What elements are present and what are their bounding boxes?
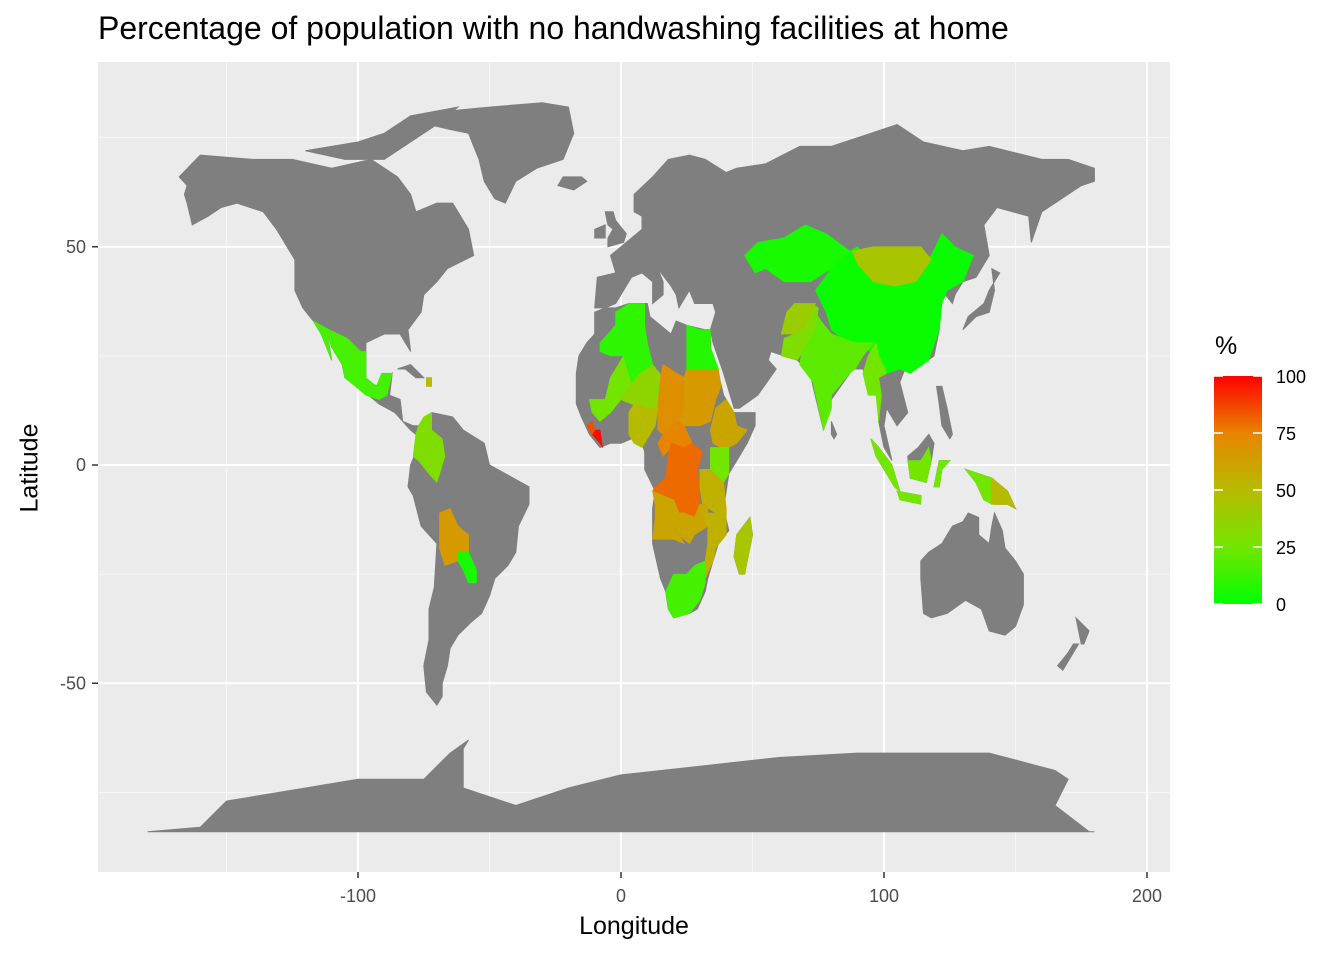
- uk-landmass: [604, 211, 627, 248]
- region-madagascar: [733, 516, 753, 575]
- antarctica-landmass: [147, 739, 1095, 833]
- data-regions: [312, 224, 1017, 619]
- y-axis-label: Latitude: [15, 423, 44, 513]
- legend-ticks: 0 25 50 75 100: [1214, 367, 1306, 615]
- new-zealand-south-landmass: [1056, 643, 1080, 671]
- japan-landmass: [962, 267, 1001, 331]
- region-nigeria: [628, 403, 659, 449]
- greenland-landmass: [427, 102, 575, 204]
- region-egypt: [686, 324, 719, 370]
- legend-tick-label: 100: [1276, 367, 1306, 387]
- region-mexico: [312, 319, 393, 400]
- region-indonesia-java: [896, 490, 922, 505]
- legend-tick-label: 0: [1276, 595, 1286, 615]
- region-mozambique: [701, 507, 727, 579]
- y-tick-label: -50: [60, 673, 86, 693]
- region-south-africa: [665, 560, 706, 619]
- cuba-landmass: [397, 364, 426, 379]
- region-indonesia-papua: [964, 468, 993, 505]
- region-mongolia: [851, 246, 932, 287]
- region-sierra-leone: [586, 420, 596, 436]
- x-tick-label: 200: [1132, 886, 1162, 906]
- australia-landmass: [920, 511, 1024, 636]
- y-tick-label: 0: [76, 455, 86, 475]
- legend-tick-label: 75: [1276, 424, 1296, 444]
- region-ethiopia: [709, 398, 748, 448]
- iceland-landmass: [557, 176, 588, 191]
- x-tick-label: 0: [616, 886, 626, 906]
- region-angola: [652, 490, 686, 545]
- region-kazakhstan: [744, 224, 851, 283]
- sri-lanka-landmass: [830, 421, 838, 440]
- region-indonesia-borneo: [907, 446, 932, 483]
- legend-tick-label: 50: [1276, 481, 1296, 501]
- region-colombia: [412, 411, 446, 484]
- ireland-landmass: [594, 224, 606, 239]
- region-indonesia-sumatra: [870, 438, 901, 493]
- region-haiti: [426, 377, 432, 387]
- x-axis-ticks: -100 0 100 200: [340, 872, 1162, 906]
- north-america-landmass: [178, 154, 475, 436]
- legend-title: %: [1215, 332, 1238, 360]
- region-paraguay: [457, 551, 477, 584]
- x-tick-label: 100: [869, 886, 899, 906]
- philippines-landmass: [936, 385, 953, 440]
- chart-title: Percentage of population with no handwas…: [98, 10, 1009, 46]
- region-sudan: [678, 368, 722, 427]
- x-axis-label: Longitude: [579, 912, 689, 940]
- region-myanmar: [862, 341, 888, 422]
- region-algeria: [599, 303, 654, 383]
- region-papua-new-guinea: [991, 477, 1017, 510]
- region-afghanistan: [780, 303, 817, 335]
- x-tick-label: -100: [340, 886, 376, 906]
- arctic-islands-landmass: [305, 106, 460, 160]
- new-zealand-north-landmass: [1075, 616, 1090, 645]
- legend-tick-label: 25: [1276, 538, 1296, 558]
- y-tick-label: 50: [66, 237, 86, 257]
- region-indonesia-sulawesi: [933, 460, 951, 488]
- y-axis-ticks: -50 0 50: [60, 237, 98, 693]
